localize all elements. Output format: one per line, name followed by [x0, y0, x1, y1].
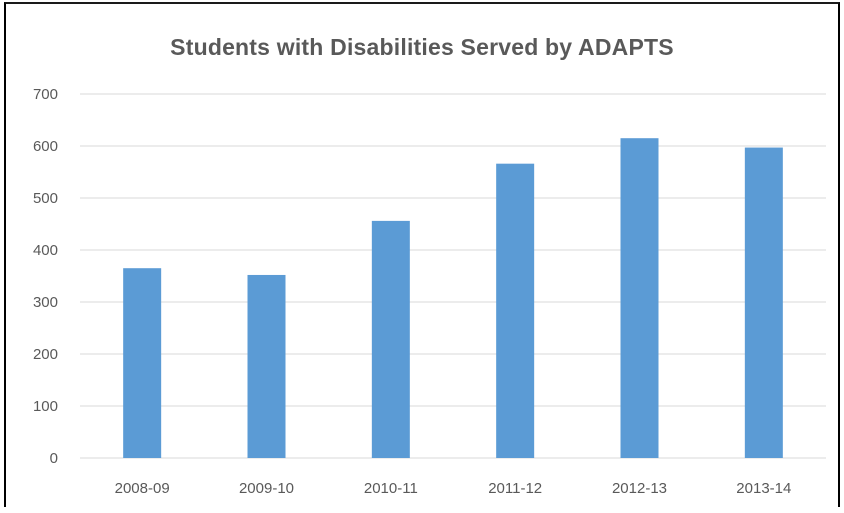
- x-tick-label: 2013-14: [736, 480, 791, 497]
- bar-2012-13: [620, 138, 659, 458]
- bar-2009-10: [247, 274, 286, 458]
- y-tick-label: 700: [33, 86, 58, 103]
- x-tick-label: 2011-12: [488, 480, 542, 497]
- bar-2010-11: [371, 220, 410, 458]
- y-tick-label: 300: [33, 294, 58, 311]
- x-axis-ticks: 2008-09 2009-10 2010-11 2011-12 2012-13 2013-…: [115, 480, 792, 497]
- y-tick-label: 600: [33, 138, 58, 155]
- x-tick-label: 2010-11: [364, 480, 418, 497]
- y-tick-label: 400: [33, 242, 58, 259]
- y-tick-label: 0: [50, 450, 58, 467]
- y-tick-label: 200: [33, 346, 58, 363]
- y-tick-label: 500: [33, 190, 58, 207]
- x-tick-label: 2008-09: [115, 480, 170, 497]
- grid-lines: [80, 93, 826, 459]
- bar-2011-12: [496, 163, 535, 458]
- chart-title: Students with Disabilities Served by ADA…: [170, 34, 674, 60]
- bar-2013-14: [744, 147, 783, 458]
- bars: [123, 138, 783, 458]
- y-tick-label: 100: [33, 398, 58, 415]
- y-axis-ticks: 0 100 200 300 400 500 600 700: [33, 86, 58, 467]
- x-tick-label: 2012-13: [612, 480, 667, 497]
- bar-2008-09: [123, 268, 162, 458]
- x-tick-label: 2009-10: [239, 480, 294, 497]
